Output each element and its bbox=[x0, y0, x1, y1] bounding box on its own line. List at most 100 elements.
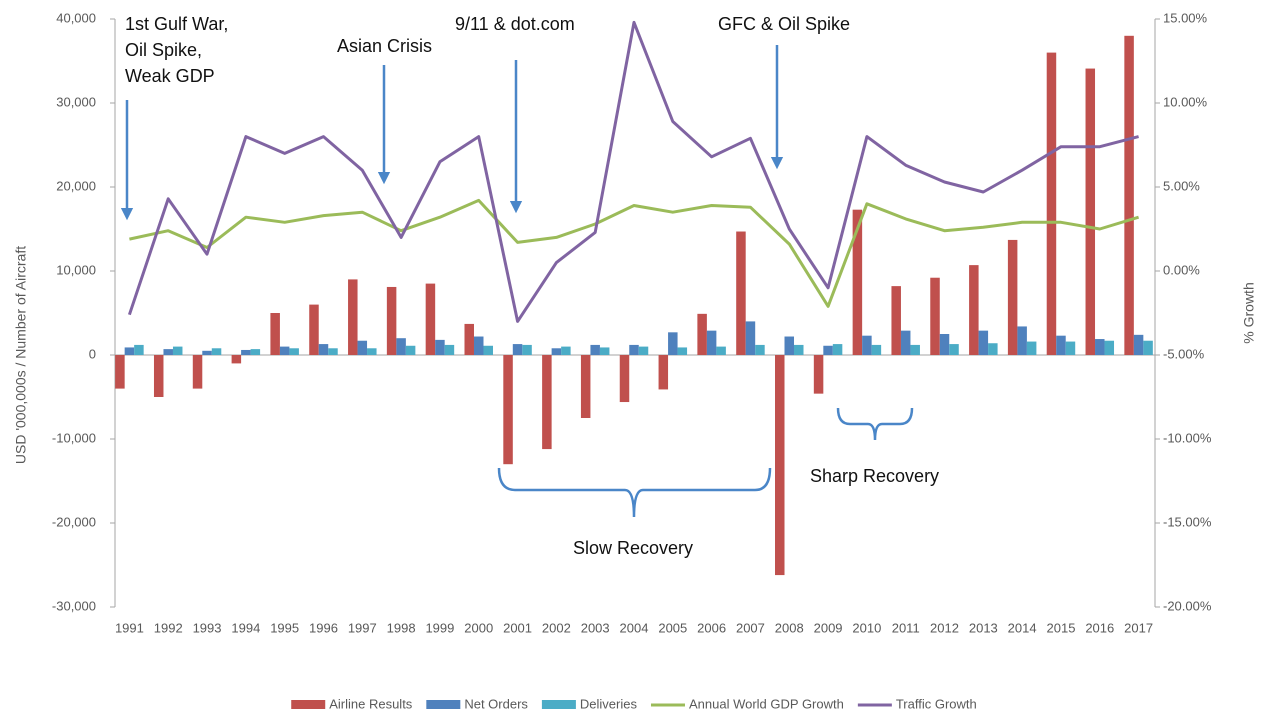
bar bbox=[1104, 340, 1115, 355]
bar bbox=[357, 340, 368, 355]
bar bbox=[115, 355, 125, 389]
x-tick-label: 1997 bbox=[348, 620, 377, 635]
bar bbox=[677, 347, 688, 355]
bar bbox=[172, 346, 183, 355]
bar bbox=[348, 279, 358, 355]
bar bbox=[464, 323, 474, 355]
bar bbox=[551, 348, 562, 355]
y-tick-label: 40,000 bbox=[56, 10, 96, 25]
x-tick-label: 2012 bbox=[930, 620, 959, 635]
bar bbox=[396, 338, 406, 355]
bar bbox=[192, 355, 203, 389]
bar bbox=[599, 347, 610, 355]
bar bbox=[862, 335, 872, 355]
bar bbox=[124, 347, 135, 355]
x-tick-label: 1993 bbox=[193, 620, 222, 635]
y-axis-label: USD '000,000s / Number of Aircraft bbox=[13, 246, 29, 464]
line-series bbox=[127, 20, 1139, 323]
bar bbox=[871, 344, 882, 355]
legend-swatch bbox=[541, 700, 576, 709]
bar bbox=[775, 355, 785, 576]
annotation-arrows bbox=[120, 45, 914, 518]
bar bbox=[832, 344, 843, 355]
bar bbox=[1133, 334, 1144, 355]
bar bbox=[988, 343, 998, 355]
x-tick-label: 1996 bbox=[309, 620, 338, 635]
bar bbox=[658, 355, 669, 390]
bar bbox=[163, 349, 173, 355]
bar bbox=[241, 349, 251, 355]
bar bbox=[561, 346, 571, 355]
bar bbox=[512, 344, 523, 355]
legend-label: Deliveries bbox=[580, 696, 638, 711]
x-tick-label: 2010 bbox=[852, 620, 881, 635]
bar bbox=[386, 286, 397, 355]
y2-tick-label: 0.00% bbox=[1163, 262, 1200, 277]
bar bbox=[1095, 339, 1105, 355]
line-series bbox=[129, 198, 1140, 308]
bar bbox=[153, 355, 164, 397]
legend-swatch bbox=[426, 700, 461, 709]
x-tick-label: 1995 bbox=[270, 620, 299, 635]
bar bbox=[668, 332, 678, 355]
y-tick-label: -10,000 bbox=[52, 430, 96, 445]
y-tick-label: -20,000 bbox=[52, 514, 96, 529]
bar bbox=[522, 344, 532, 355]
y2-tick-label: 15.00% bbox=[1163, 10, 1208, 25]
x-tick-label: 2004 bbox=[620, 620, 649, 635]
bar bbox=[852, 209, 863, 355]
bar bbox=[202, 350, 212, 355]
bar bbox=[309, 304, 319, 355]
x-tick-label: 1994 bbox=[231, 620, 260, 635]
x-tick-label: 2005 bbox=[658, 620, 687, 635]
bar bbox=[444, 344, 455, 355]
x-tick-label: 2006 bbox=[697, 620, 726, 635]
bar bbox=[405, 345, 416, 355]
bar bbox=[1046, 52, 1057, 355]
bar bbox=[289, 348, 299, 355]
bar bbox=[736, 231, 746, 355]
x-tick-label: 2008 bbox=[775, 620, 804, 635]
legend-label: Annual World GDP Growth bbox=[689, 696, 844, 711]
bar bbox=[697, 313, 707, 355]
bar bbox=[794, 344, 804, 355]
bar bbox=[939, 334, 950, 355]
bar bbox=[590, 344, 600, 355]
bar bbox=[542, 355, 552, 450]
bar bbox=[1124, 35, 1134, 356]
annotation: Asian Crisis bbox=[337, 36, 432, 56]
bar bbox=[580, 355, 591, 418]
y-tick-label: 30,000 bbox=[56, 94, 96, 109]
bar bbox=[279, 346, 290, 355]
bar bbox=[318, 344, 329, 355]
bar bbox=[784, 336, 795, 355]
legend-swatch bbox=[291, 700, 326, 709]
y-tick-label: -30,000 bbox=[52, 598, 96, 613]
bar bbox=[483, 345, 493, 355]
y2-tick-label: -20.00% bbox=[1163, 598, 1212, 613]
bar bbox=[435, 339, 445, 355]
bar bbox=[1026, 341, 1037, 355]
y2-tick-label: -10.00% bbox=[1163, 430, 1212, 445]
bar bbox=[969, 265, 979, 355]
x-tick-label: 1992 bbox=[154, 620, 183, 635]
bar bbox=[367, 348, 377, 355]
y2-tick-label: -5.00% bbox=[1163, 346, 1205, 361]
bar bbox=[638, 346, 649, 355]
x-tick-label: 1991 bbox=[115, 620, 144, 635]
bar bbox=[1065, 341, 1076, 355]
bar bbox=[755, 344, 765, 355]
legend-label: Traffic Growth bbox=[896, 696, 977, 711]
legend-label: Net Orders bbox=[464, 696, 528, 711]
y-tick-label: 10,000 bbox=[56, 262, 96, 277]
legend: Airline Results Net Orders Deliveries Annua… bbox=[291, 696, 977, 711]
bar bbox=[706, 330, 717, 355]
y2-tick-label: -15.00% bbox=[1163, 514, 1212, 529]
y2-axis-label: % Growth bbox=[1241, 282, 1257, 343]
annotation: GFC & Oil Spike bbox=[718, 14, 850, 34]
x-tick-label: 2002 bbox=[542, 620, 571, 635]
bar bbox=[1085, 68, 1096, 355]
legend-label: Airline Results bbox=[329, 696, 413, 711]
annotation: Oil Spike, bbox=[125, 40, 202, 60]
